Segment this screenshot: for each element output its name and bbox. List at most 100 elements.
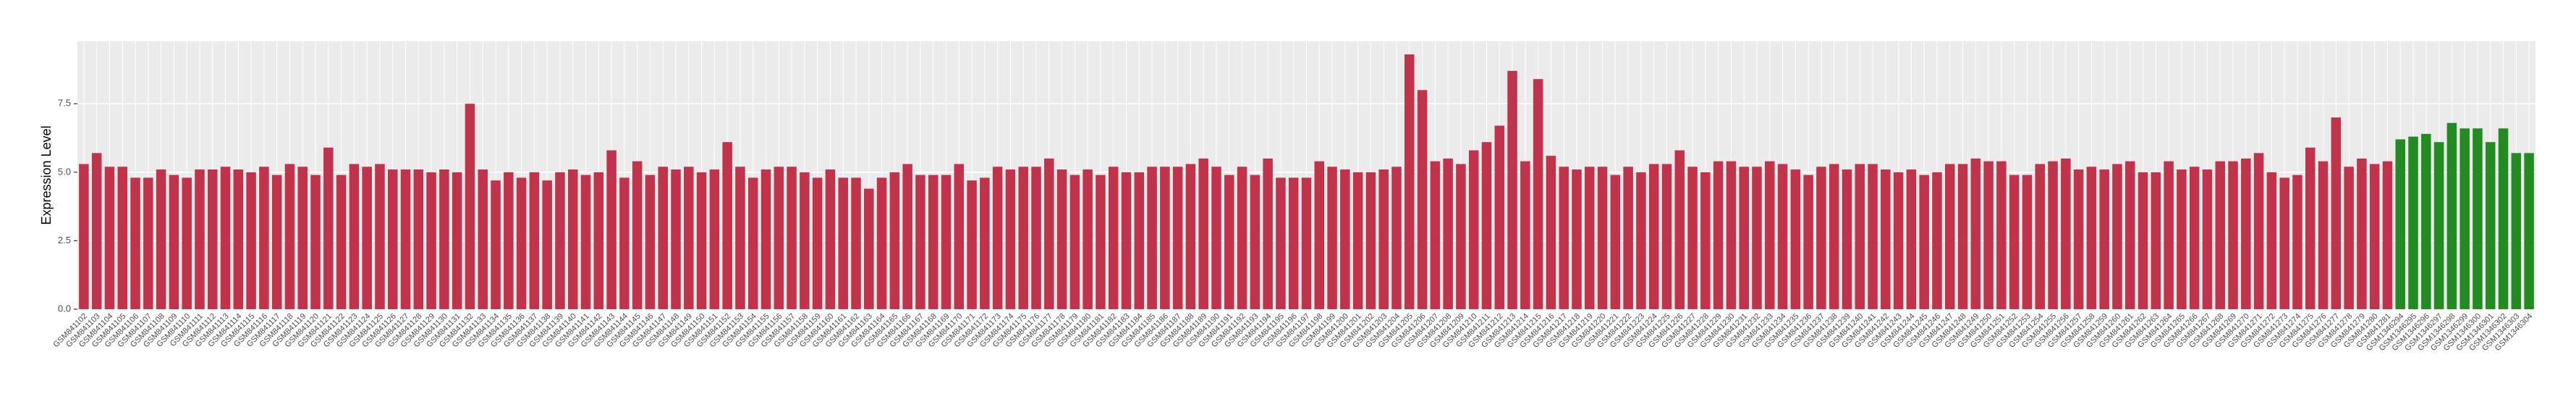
bar	[1636, 172, 1646, 309]
bar	[1765, 161, 1775, 309]
bar	[1945, 164, 1955, 309]
bar	[980, 177, 990, 309]
bar	[2421, 133, 2431, 309]
bar	[516, 177, 527, 309]
bar	[529, 172, 540, 309]
bar	[812, 177, 823, 309]
bar	[1134, 172, 1145, 309]
bar	[889, 172, 900, 309]
bar	[2035, 164, 2046, 309]
bar	[2086, 167, 2097, 309]
bar	[1623, 167, 1633, 309]
bar	[387, 169, 398, 309]
bar	[2305, 147, 2316, 309]
bar	[1661, 164, 1672, 309]
bar	[2524, 153, 2534, 309]
bar	[580, 175, 591, 309]
bar	[1430, 161, 1441, 309]
bar	[2460, 128, 2470, 309]
bar	[1494, 125, 1505, 309]
bar	[1288, 177, 1299, 309]
bar	[2099, 169, 2109, 309]
bar	[1790, 169, 1801, 309]
bar	[1378, 169, 1389, 309]
bar	[1674, 150, 1685, 309]
bar	[722, 142, 732, 309]
bar	[1739, 167, 1749, 309]
bar	[2446, 122, 2457, 309]
bar	[1417, 90, 1428, 309]
bar	[259, 167, 269, 309]
bar	[1752, 167, 1762, 309]
y-tick-label: 0.0	[58, 303, 71, 314]
y-tick-label: 2.5	[58, 235, 71, 245]
bar	[747, 177, 758, 309]
bar	[2189, 167, 2200, 309]
bar	[1185, 164, 1196, 309]
bar	[1198, 158, 1208, 309]
bar	[658, 167, 668, 309]
bar	[1919, 175, 1929, 309]
bar	[2485, 142, 2496, 309]
bar	[1314, 161, 1325, 309]
bar	[117, 167, 128, 309]
bar	[1069, 175, 1080, 309]
bar	[1391, 167, 1402, 309]
bar	[2112, 164, 2122, 309]
bar	[182, 177, 192, 309]
bar	[632, 161, 643, 309]
bar	[1893, 172, 1904, 309]
bar	[954, 164, 965, 309]
bar	[207, 169, 218, 309]
bar	[220, 167, 231, 309]
bar	[2369, 164, 2380, 309]
bar	[1082, 169, 1093, 309]
bar	[310, 175, 321, 309]
bar	[1687, 167, 1698, 309]
bar	[1224, 175, 1234, 309]
bar	[2511, 153, 2522, 309]
bar	[246, 172, 256, 309]
bar	[1648, 164, 1659, 309]
bar	[1044, 158, 1054, 309]
bar	[542, 180, 552, 309]
bar	[1713, 161, 1724, 309]
bar	[1996, 161, 2007, 309]
bar	[864, 188, 874, 309]
bar	[1096, 175, 1106, 309]
bar	[800, 172, 810, 309]
bar	[1983, 161, 1994, 309]
bar	[709, 169, 720, 309]
bar	[130, 177, 140, 309]
bar	[2382, 161, 2393, 309]
bar	[1803, 175, 1813, 309]
bar	[1018, 167, 1028, 309]
bar	[104, 167, 115, 309]
bar	[1160, 167, 1170, 309]
bar	[851, 177, 861, 309]
bar	[1932, 172, 1942, 309]
bar	[2395, 139, 2406, 309]
bar	[2061, 158, 2071, 309]
bar	[684, 167, 694, 309]
bar	[1352, 172, 1363, 309]
bar	[504, 172, 514, 309]
bar	[1855, 164, 1865, 309]
bar	[567, 169, 578, 309]
bar	[2433, 142, 2444, 309]
bar	[2331, 117, 2342, 309]
bar	[413, 169, 424, 309]
bar	[671, 169, 681, 309]
bar	[2473, 128, 2483, 309]
bar	[1777, 164, 1788, 309]
bar	[606, 150, 617, 309]
bar	[555, 172, 565, 309]
bar	[2022, 175, 2033, 309]
bar	[1868, 164, 1878, 309]
bar	[284, 164, 295, 309]
bar	[645, 175, 656, 309]
bar	[156, 169, 166, 309]
bar	[1559, 167, 1569, 309]
bar	[2138, 172, 2148, 309]
